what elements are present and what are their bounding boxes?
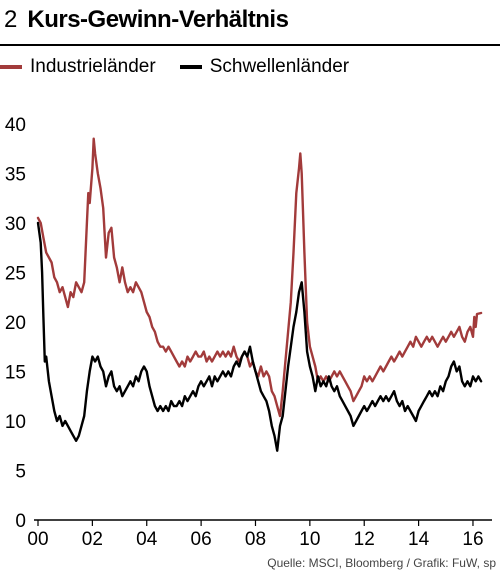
figure-number: 2 <box>4 6 18 33</box>
x-tick-label: 08 <box>245 529 266 550</box>
x-tick-label: 02 <box>82 529 103 550</box>
y-tick-label: 10 <box>5 412 26 433</box>
source-note: Quelle: MSCI, Bloomberg / Grafik: FuW, s… <box>267 556 496 570</box>
x-axis: 00 02 04 06 08 10 12 14 16 <box>27 520 484 550</box>
series-line-industrielaender <box>36 137 483 418</box>
x-tick-label: 12 <box>354 529 375 550</box>
legend: Industrieländer Schwellenländer <box>0 52 373 82</box>
legend-label-industrielaender: Industrieländer <box>30 56 156 77</box>
x-tick-label: 14 <box>408 529 430 550</box>
legend-swatch-industrielaender <box>0 65 22 69</box>
legend-label-schwellenlaender: Schwellenländer <box>209 56 350 77</box>
y-tick-label: 15 <box>5 362 26 383</box>
x-tick-label: 16 <box>462 529 483 550</box>
chart-title: Kurs-Gewinn-Verhältnis <box>27 6 289 33</box>
y-tick-label: 5 <box>15 461 26 482</box>
x-tick-label: 10 <box>299 529 320 550</box>
y-tick-label: 35 <box>5 164 26 185</box>
legend-item-industrielaender: Industrieländer <box>0 56 156 78</box>
y-tick-label: 25 <box>5 263 26 284</box>
y-tick-label: 20 <box>5 313 26 334</box>
x-tick-label: 06 <box>191 529 212 550</box>
figure-title-row: 2 Kurs-Gewinn-Verhältnis <box>4 6 289 40</box>
y-tick-label: 0 <box>15 511 26 532</box>
series-group <box>36 137 483 452</box>
x-tick-label: 04 <box>136 529 158 550</box>
legend-swatch-schwellenlaender <box>179 65 202 69</box>
y-axis: 0 5 10 15 20 25 30 35 40 <box>5 115 26 532</box>
series-line-schwellenlaender <box>36 221 483 452</box>
y-tick-label: 40 <box>5 115 26 136</box>
legend-item-schwellenlaender: Schwellenländer <box>179 56 350 78</box>
y-tick-label: 30 <box>5 214 26 235</box>
x-tick-label: 00 <box>27 529 48 550</box>
title-divider <box>0 44 500 46</box>
